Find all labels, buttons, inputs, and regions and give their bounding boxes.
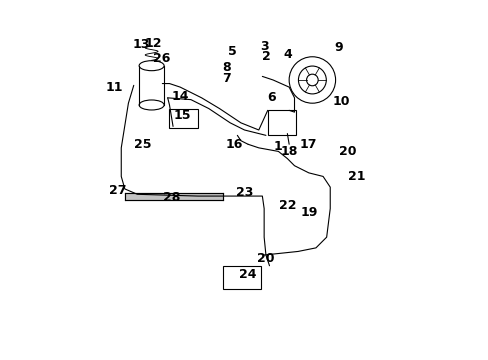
Text: 13: 13 (132, 38, 149, 51)
Text: 20: 20 (257, 252, 274, 265)
Text: 4: 4 (283, 49, 291, 62)
Text: 1: 1 (273, 140, 282, 153)
Text: 8: 8 (222, 61, 230, 74)
Text: 14: 14 (171, 90, 188, 103)
Text: 27: 27 (109, 184, 126, 197)
Text: 24: 24 (239, 268, 256, 281)
Bar (169, 109, 198, 128)
Text: 26: 26 (153, 52, 170, 65)
Text: 15: 15 (173, 109, 190, 122)
Text: 6: 6 (266, 91, 275, 104)
Text: 5: 5 (227, 45, 236, 58)
Text: 25: 25 (134, 138, 151, 151)
Text: 2: 2 (261, 50, 270, 63)
Text: 11: 11 (105, 81, 122, 94)
Text: 7: 7 (222, 72, 230, 85)
Text: 17: 17 (300, 138, 317, 151)
Text: 12: 12 (144, 37, 162, 50)
Text: 22: 22 (278, 198, 296, 212)
Text: 19: 19 (300, 206, 317, 219)
Text: 21: 21 (347, 170, 365, 183)
Text: 28: 28 (162, 192, 180, 204)
Bar (267, 111, 296, 135)
Text: 16: 16 (224, 138, 242, 151)
Text: 10: 10 (331, 95, 349, 108)
Bar (223, 266, 260, 289)
Text: 20: 20 (339, 145, 356, 158)
Text: 23: 23 (235, 186, 253, 199)
Text: 3: 3 (259, 40, 268, 53)
Text: 18: 18 (280, 145, 297, 158)
Text: 9: 9 (334, 41, 343, 54)
